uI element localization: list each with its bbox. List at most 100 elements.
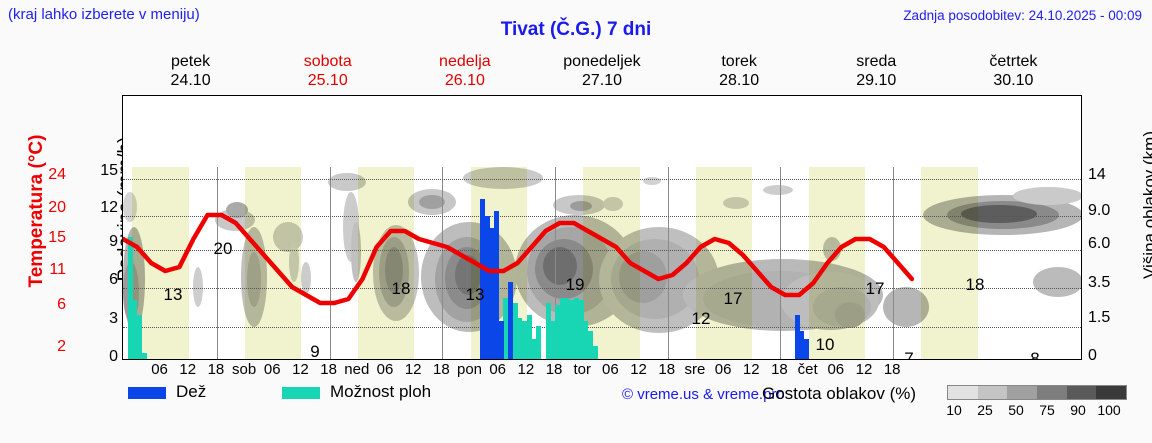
precip-bar [137, 315, 143, 359]
precip-bar [508, 282, 514, 359]
precip-bar [127, 237, 133, 359]
temperature-curve [123, 212, 915, 306]
precip-bar [536, 325, 542, 359]
gridline [123, 216, 1081, 217]
cloud-density-tick-50: 50 [1008, 402, 1024, 418]
cloud-density-raster [123, 167, 1081, 333]
temperature-point-label: 18 [391, 279, 411, 298]
precip-bar [517, 318, 523, 359]
precip-bar [794, 315, 800, 359]
precip-bar [564, 297, 570, 359]
day-name: nedelja [439, 53, 491, 70]
day-separator [216, 167, 218, 359]
temperature-point-label: 17 [865, 279, 885, 298]
cloud-density-step [948, 386, 978, 399]
x-tick-sob: sob [232, 361, 257, 378]
cloud-density-legend-title: Gostota oblakov (%) [762, 384, 917, 403]
x-tick-ned: ned [344, 361, 370, 378]
x-axis-tick-labels: 06 12 18 sob 06 12 18 ned 06 12 18 pon 06 12 18 tor 06 12… [122, 361, 1082, 381]
temp-tick-11: 11 [49, 261, 66, 278]
precip-tick-0: 0 [109, 348, 118, 365]
day-header-petek: petek 24.10 [122, 52, 259, 94]
temperature-point-label: 18 [965, 275, 985, 294]
rain-legend-label: Dež [176, 382, 207, 401]
precip-bar [493, 210, 499, 359]
day-date: 26.10 [444, 72, 485, 89]
precip-bar [531, 338, 537, 359]
cloud-tick-14: 14 [1088, 166, 1106, 183]
precip-tick-3: 3 [109, 310, 118, 327]
day-date: 28.10 [719, 72, 760, 89]
x-tick-sre: sre [684, 361, 706, 378]
x-tick-12: 12 [292, 361, 309, 378]
chart-legend: Dež Možnost ploh © vreme.us & vreme.pro … [122, 382, 1142, 424]
day-name: petek [171, 53, 211, 70]
precip-bar [578, 300, 584, 359]
temp-tick-15: 15 [48, 229, 66, 246]
precip-bar [592, 346, 598, 359]
x-tick-12: 12 [179, 361, 197, 378]
day-date: 25.10 [307, 72, 348, 89]
precip-bar [583, 320, 589, 359]
temperature-point-label: 20 [213, 239, 233, 258]
day-date: 30.10 [993, 72, 1034, 89]
cloud-density-step [1037, 386, 1067, 399]
x-tick-06: 06 [714, 361, 732, 378]
x-tick-06: 06 [376, 361, 394, 378]
location-menu-note: (kraj lahko izberete v meniju) [8, 6, 200, 23]
day-separator [893, 167, 895, 359]
precip-bar [555, 305, 561, 359]
temperature-point-label: 8 [1030, 349, 1040, 359]
showers-legend-swatch [282, 387, 320, 399]
x-tick-18: 18 [207, 361, 225, 378]
cloud-tick-1.5: 1.5 [1088, 309, 1111, 326]
cloud-density-step [1066, 386, 1097, 399]
x-tick-12: 12 [855, 361, 873, 378]
page-title: Tivat (Č.G.) 7 dni [500, 19, 652, 40]
showers-legend-label: Možnost ploh [330, 382, 432, 401]
temperature-point-label: 13 [163, 285, 183, 304]
cloud-density-step [1007, 386, 1038, 399]
x-tick-tor: tor [573, 361, 591, 378]
gridline [123, 288, 1081, 289]
day-date: 24.10 [170, 72, 211, 89]
precip-bar [803, 338, 809, 359]
x-tick-06: 06 [263, 361, 281, 378]
gridline [123, 327, 1081, 328]
temperature-point-label: 10 [815, 335, 835, 354]
temp-tick-20: 20 [48, 199, 66, 216]
day-separator [329, 167, 331, 359]
gridline [123, 179, 1081, 180]
x-tick-18: 18 [771, 361, 788, 378]
x-tick-18: 18 [432, 361, 450, 378]
cloud-tick-3.5: 3.5 [1088, 274, 1111, 291]
cloud-tick-6.0: 6.0 [1088, 235, 1111, 252]
precip-bar [573, 297, 579, 359]
temp-tick-24: 24 [48, 166, 66, 183]
day-date: 27.10 [581, 72, 623, 89]
precip-bar [503, 297, 509, 359]
cloud-tick-9.0: 9.0 [1088, 202, 1111, 219]
x-tick-06: 06 [489, 361, 507, 378]
precip-bar [559, 297, 565, 359]
cloud-density-step [1096, 386, 1127, 399]
x-tick-12: 12 [630, 361, 647, 378]
x-tick-06: 06 [151, 361, 168, 378]
x-tick-pon: pon [456, 361, 483, 378]
day-name: četrtek [989, 53, 1038, 70]
cloud-density-colorbar-labels: 10 25 50 75 90 100 [940, 402, 1140, 420]
precip-bar [587, 330, 593, 359]
day-name: sreda [856, 53, 897, 70]
copyright-link[interactable]: © vreme.us & vreme.pro [622, 386, 785, 403]
cloud-density-tick-90: 90 [1070, 402, 1086, 418]
cloud-density-tick-100: 100 [1097, 402, 1121, 418]
precip-bar [489, 228, 495, 359]
precip-bar [484, 215, 490, 359]
cloud-tick-0: 0 [1088, 347, 1097, 364]
day-header-torek: torek 28.10 [671, 52, 808, 94]
temperature-point-label: 9 [310, 342, 320, 359]
cloud-density-tick-75: 75 [1039, 402, 1055, 418]
precip-tick-9: 9 [109, 233, 118, 250]
precip-bar [569, 300, 575, 359]
forecast-graph-area: 1320918131912171017718816 [123, 167, 1081, 359]
